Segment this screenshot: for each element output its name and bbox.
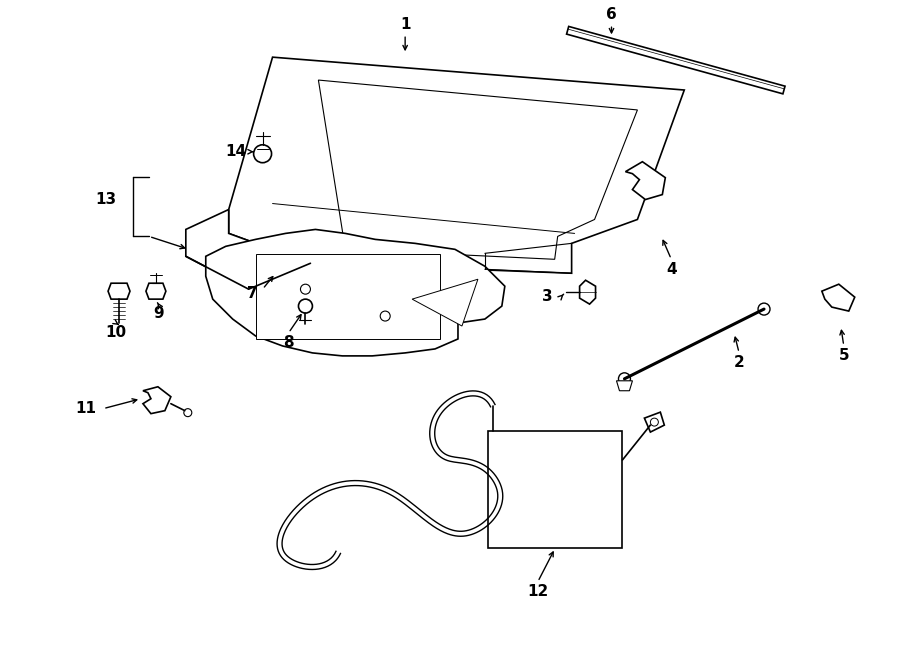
Text: 14: 14 bbox=[225, 144, 247, 159]
Circle shape bbox=[618, 373, 630, 385]
FancyBboxPatch shape bbox=[256, 254, 440, 339]
Circle shape bbox=[758, 303, 770, 315]
Polygon shape bbox=[146, 283, 166, 299]
Text: 12: 12 bbox=[527, 584, 548, 600]
Text: 5: 5 bbox=[839, 348, 849, 364]
Polygon shape bbox=[229, 57, 684, 273]
Text: 13: 13 bbox=[95, 192, 117, 207]
Polygon shape bbox=[206, 229, 505, 356]
Polygon shape bbox=[580, 280, 596, 304]
Text: 2: 2 bbox=[734, 356, 744, 370]
Text: 4: 4 bbox=[666, 262, 677, 277]
Text: 9: 9 bbox=[154, 305, 164, 321]
Text: 8: 8 bbox=[284, 335, 293, 350]
Text: 7: 7 bbox=[248, 286, 258, 301]
Polygon shape bbox=[616, 381, 633, 391]
Polygon shape bbox=[626, 162, 665, 200]
Text: 11: 11 bbox=[76, 401, 96, 416]
Bar bbox=[488, 430, 623, 548]
Polygon shape bbox=[185, 210, 310, 289]
Polygon shape bbox=[567, 26, 785, 94]
Text: 10: 10 bbox=[105, 325, 127, 340]
Polygon shape bbox=[108, 283, 130, 299]
Polygon shape bbox=[412, 279, 478, 326]
Text: 6: 6 bbox=[606, 7, 616, 22]
Text: 3: 3 bbox=[543, 289, 553, 303]
Polygon shape bbox=[644, 412, 664, 432]
Polygon shape bbox=[822, 284, 855, 311]
Text: 1: 1 bbox=[400, 17, 410, 32]
Polygon shape bbox=[143, 387, 171, 414]
Polygon shape bbox=[319, 80, 637, 259]
